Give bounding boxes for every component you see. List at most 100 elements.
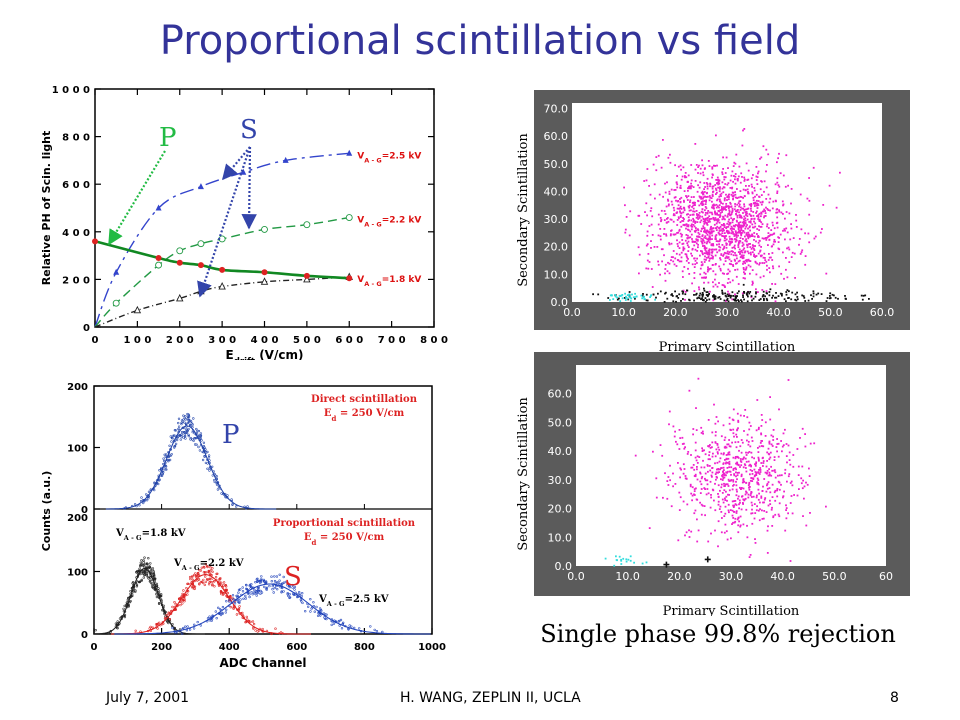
scatter-single-phase-cluster-0-point xyxy=(742,503,744,505)
scatter-single-phase-cluster-0-point xyxy=(734,517,737,520)
adc-bottom-series-1-data-point xyxy=(198,582,201,585)
scatter-single-phase-cluster-0-point xyxy=(702,449,704,452)
scatter-two-phase-cluster-0-point xyxy=(677,245,679,248)
adc-bottom-series-1-data-point xyxy=(167,612,170,615)
adc-bottom-series-0-data-point xyxy=(171,623,174,626)
adc-bottom-series-2-data-point xyxy=(304,610,307,613)
scatter-single-phase-cluster-0-point xyxy=(710,532,712,535)
scatter-two-phase-cluster-0-point xyxy=(717,214,720,216)
scatter-single-phase-cluster-0-point xyxy=(756,494,758,497)
scatter-single-phase-cluster-0-point xyxy=(742,502,744,504)
scatter-single-phase-cluster-0-point xyxy=(707,540,710,543)
scatter-two-phase-cluster-0-point xyxy=(670,242,673,245)
scatter-two-phase-cluster-1-point xyxy=(726,293,729,296)
scatter-two-phase-cluster-1-point xyxy=(738,290,740,293)
scatter-two-phase-cluster-0-point xyxy=(749,265,752,268)
scatter-two-phase-cluster-0-point xyxy=(729,238,731,240)
scatter-two-phase-cluster-0-point xyxy=(709,238,712,241)
adc-bottom-series-2-data-point xyxy=(253,588,256,592)
ph-plot-frame xyxy=(94,88,435,328)
scatter-two-phase-cluster-0-point xyxy=(720,224,723,226)
adc-top-series-0-data-point xyxy=(214,474,217,477)
scatter-two-phase-cluster-0-point xyxy=(752,174,754,176)
scatter-two-phase-cluster-0-point xyxy=(697,246,699,249)
scatter-two-phase-cluster-0-point xyxy=(733,228,735,231)
adc-top-series-0-data-point xyxy=(146,495,150,499)
scatter-two-phase-cluster-0-point xyxy=(704,220,706,223)
scatter-two-phase-cluster-0-point xyxy=(735,210,737,212)
scatter-two-phase-cluster-1-point xyxy=(825,300,828,302)
scatter-two-phase-cluster-0-point xyxy=(690,185,693,187)
scatter-single-phase-cluster-0-point xyxy=(750,501,753,504)
scatter-two-phase-cluster-0-point xyxy=(766,164,768,166)
scatter-two-phase-cluster-0-point xyxy=(742,277,745,279)
scatter-two-phase-cluster-0-point xyxy=(808,199,811,202)
scatter-two-phase-cluster-0-point xyxy=(769,209,771,212)
scatter-two-phase-cluster-0-point xyxy=(709,196,712,199)
adc-top-title: Direct scintillation xyxy=(311,394,418,405)
scatter-two-phase-cluster-0-point xyxy=(735,236,738,239)
adc-bottom-series-1-data-point xyxy=(221,586,225,589)
scatter-two-phase-cluster-0-point xyxy=(686,180,689,183)
adc-bottom-series-1-data-point xyxy=(169,612,173,616)
adc-bottom-series-2-data-point xyxy=(319,614,322,617)
scatter-two-phase-cluster-0-point xyxy=(709,231,712,234)
adc-y-tick-label-top: 100 xyxy=(67,444,88,455)
scatter-two-phase-cluster-0-point xyxy=(714,283,717,286)
scatter-two-phase-cluster-0-point xyxy=(709,220,711,223)
scatter-two-phase-cluster-0-point xyxy=(677,259,680,262)
scatter-two-phase-cluster-0-point xyxy=(741,241,744,244)
scatter-two-phase-cluster-0-point xyxy=(707,256,710,259)
scatter-two-phase-cluster-0-point xyxy=(691,282,693,285)
scatter-two-phase-cluster-0-point xyxy=(754,225,757,228)
scatter-two-phase-cluster-0-point xyxy=(676,186,679,189)
scatter-two-phase-cluster-0-point xyxy=(749,246,752,248)
adc-bottom-series-2-data-point xyxy=(271,584,275,588)
adc-top-series-0-data-point xyxy=(147,497,150,500)
adc-top-series-0-data-point xyxy=(144,498,147,502)
scatter-two-phase-cluster-0-point xyxy=(745,259,748,261)
scatter-single-phase-cluster-0-point xyxy=(767,447,770,450)
scatter-single-phase-cluster-0-point xyxy=(727,509,730,512)
scatter-two-phase-cluster-0-point xyxy=(735,254,738,257)
scatter-two-phase-cluster-0-point xyxy=(685,195,687,197)
scatter-single-phase-cluster-0-point xyxy=(652,450,654,453)
scatter-two-phase-cluster-1-point xyxy=(829,292,832,295)
adc-bottom-series-1-data-point xyxy=(252,627,255,630)
scatter-two-phase-cluster-0-point xyxy=(721,272,724,275)
scatter-single-phase-cluster-0-point xyxy=(745,460,748,463)
adc-bottom-series-0-data-point xyxy=(131,589,134,593)
scatter-two-phase-cluster-0-point xyxy=(704,277,707,279)
scatter-two-phase-cluster-0-point xyxy=(700,264,703,267)
ph-point-series-1 xyxy=(155,261,163,269)
scatter-two-phase-cluster-0-point xyxy=(753,220,755,223)
scatter-two-phase-cluster-1-point xyxy=(746,292,748,295)
adc-bottom-series-0-data-point xyxy=(149,562,152,565)
scatter-two-phase-cluster-0-point xyxy=(703,236,706,239)
scatter-two-phase-cluster-0-point xyxy=(704,209,706,212)
scatter-two-phase-cluster-0-point xyxy=(767,244,769,246)
scatter-single-phase-cluster-1-point xyxy=(622,557,625,560)
scatter-single-phase-cluster-0-point xyxy=(759,469,762,471)
scatter-two-phase-cluster-0-point xyxy=(742,230,745,232)
scatter-two-phase-cluster-0-point xyxy=(740,226,743,228)
scatter-single-phase-cluster-0-point xyxy=(718,460,721,463)
scatter-single-phase-cluster-0-point xyxy=(729,509,732,511)
adc-bottom-series-2-data-point xyxy=(221,605,225,609)
adc-bottom-series-1-data-point xyxy=(239,612,242,615)
scatter-two-phase-cluster-0-point xyxy=(705,256,708,259)
scatter-single-phase-cluster-0-point xyxy=(768,440,771,443)
adc-top-series-0-data-point xyxy=(204,448,207,451)
scatter-single-phase-cluster-0-point xyxy=(778,502,781,505)
scatter-two-phase-cluster-0-point xyxy=(708,237,710,240)
rejection-note: Single phase 99.8% rejection xyxy=(540,620,896,648)
scatter-two-phase-cluster-0-point xyxy=(750,207,752,210)
adc-bottom-series-2-data-point xyxy=(271,588,274,591)
scatter-two-phase-cluster-0-point xyxy=(685,255,688,258)
scatter-two-phase-cluster-0-point xyxy=(751,191,754,194)
adc-top-series-0-data-point xyxy=(154,484,157,487)
adc-top-field-main: E xyxy=(324,408,332,419)
scatter-two-phase-cluster-0-point xyxy=(711,204,714,207)
adc-bottom-series-1-data-point xyxy=(160,623,164,626)
scatter-two-phase-cluster-0-point xyxy=(659,235,662,238)
